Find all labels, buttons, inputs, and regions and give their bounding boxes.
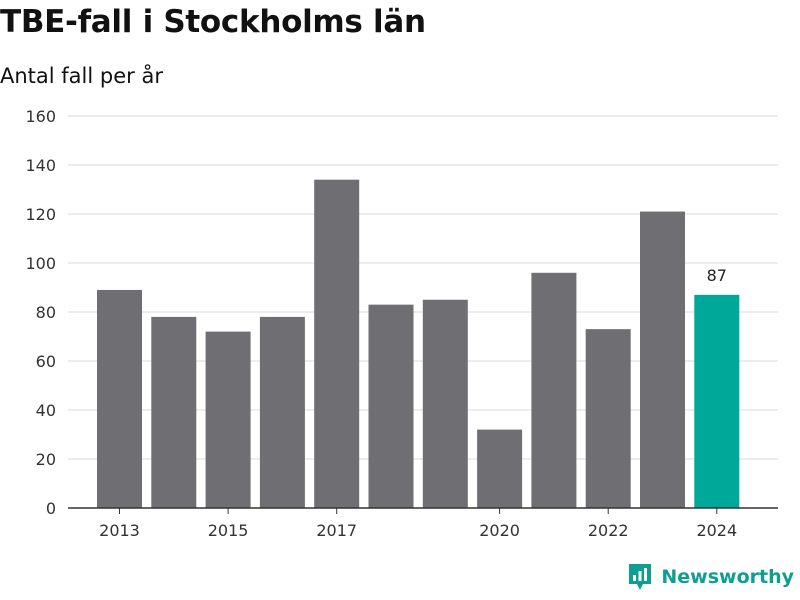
brand-name: Newsworthy — [661, 566, 794, 588]
y-tick-label: 40 — [36, 401, 56, 420]
y-tick-label: 80 — [36, 303, 56, 322]
newsworthy-logo-icon — [629, 564, 652, 590]
y-tick-label: 60 — [36, 352, 56, 371]
y-tick-label: 120 — [25, 205, 56, 224]
bar-2018 — [368, 304, 414, 508]
y-tick-label: 0 — [46, 499, 56, 518]
bar-2019 — [422, 299, 468, 508]
y-tick-label: 100 — [25, 254, 56, 273]
bar-2016 — [259, 316, 305, 508]
bar-2022 — [585, 329, 631, 508]
brand-logo: Newsworthy — [627, 562, 794, 592]
x-tick-label: 2020 — [479, 521, 520, 540]
x-tick-label: 2024 — [696, 521, 737, 540]
bar-2014 — [151, 316, 197, 508]
bar-2020 — [477, 429, 523, 508]
chart-title: TBE-fall i Stockholms län — [0, 4, 426, 40]
x-tick-label: 2015 — [208, 521, 249, 540]
x-tick-label: 2013 — [99, 521, 140, 540]
chart-subtitle: Antal fall per år — [0, 64, 163, 88]
bar-2017 — [314, 179, 360, 508]
y-tick-label: 20 — [36, 450, 56, 469]
y-tick-label: 160 — [25, 107, 56, 126]
bar-2013 — [97, 289, 142, 508]
bar-2024 — [694, 294, 740, 508]
x-tick-label: 2022 — [588, 521, 629, 540]
bar-2015 — [205, 331, 251, 508]
bar-2021 — [531, 272, 577, 508]
data-label: 87 — [707, 266, 727, 285]
y-tick-label: 140 — [25, 156, 56, 175]
bar-2023 — [640, 211, 685, 509]
x-tick-label: 2017 — [316, 521, 357, 540]
